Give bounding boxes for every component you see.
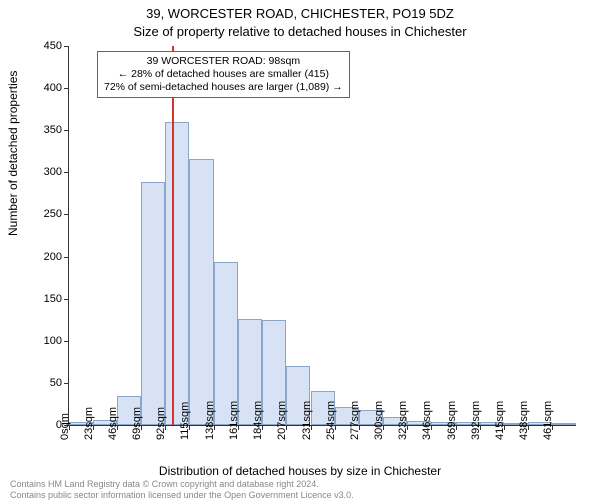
plot-area [68, 46, 576, 426]
y-tick [64, 214, 69, 215]
y-tick-label: 200 [22, 251, 62, 263]
footer-line2: Contains public sector information licen… [10, 490, 354, 500]
chart-title: Size of property relative to detached ho… [0, 24, 600, 39]
y-tick [64, 172, 69, 173]
property-marker-line [172, 46, 174, 425]
attribution-footer: Contains HM Land Registry data © Crown c… [10, 479, 354, 500]
histogram-bar [165, 122, 189, 425]
y-tick-label: 450 [22, 40, 62, 52]
annotation-line3: 72% of semi-detached houses are larger (… [104, 81, 343, 94]
y-tick-label: 150 [22, 293, 62, 305]
y-tick [64, 383, 69, 384]
y-tick-label: 300 [22, 166, 62, 178]
y-tick-label: 0 [22, 419, 62, 431]
y-axis-label: Number of detached properties [6, 71, 20, 236]
annotation-line1: 39 WORCESTER ROAD: 98sqm [104, 55, 343, 68]
y-tick [64, 88, 69, 89]
x-axis-label: Distribution of detached houses by size … [0, 464, 600, 478]
histogram-bar [189, 159, 213, 425]
y-tick [64, 341, 69, 342]
y-tick [64, 46, 69, 47]
footer-line1: Contains HM Land Registry data © Crown c… [10, 479, 354, 489]
chart-container: 39, WORCESTER ROAD, CHICHESTER, PO19 5DZ… [0, 0, 600, 500]
y-tick-label: 350 [22, 124, 62, 136]
y-tick [64, 130, 69, 131]
chart-supertitle: 39, WORCESTER ROAD, CHICHESTER, PO19 5DZ [0, 6, 600, 21]
y-tick [64, 299, 69, 300]
annotation-line2: ← 28% of detached houses are smaller (41… [104, 68, 343, 81]
property-annotation-box: 39 WORCESTER ROAD: 98sqm ← 28% of detach… [97, 51, 350, 98]
y-tick-label: 250 [22, 208, 62, 220]
y-tick-label: 100 [22, 335, 62, 347]
y-tick-label: 50 [22, 377, 62, 389]
histogram-bar [141, 182, 165, 425]
histogram-bar [552, 423, 576, 425]
y-tick [64, 257, 69, 258]
y-tick-label: 400 [22, 82, 62, 94]
